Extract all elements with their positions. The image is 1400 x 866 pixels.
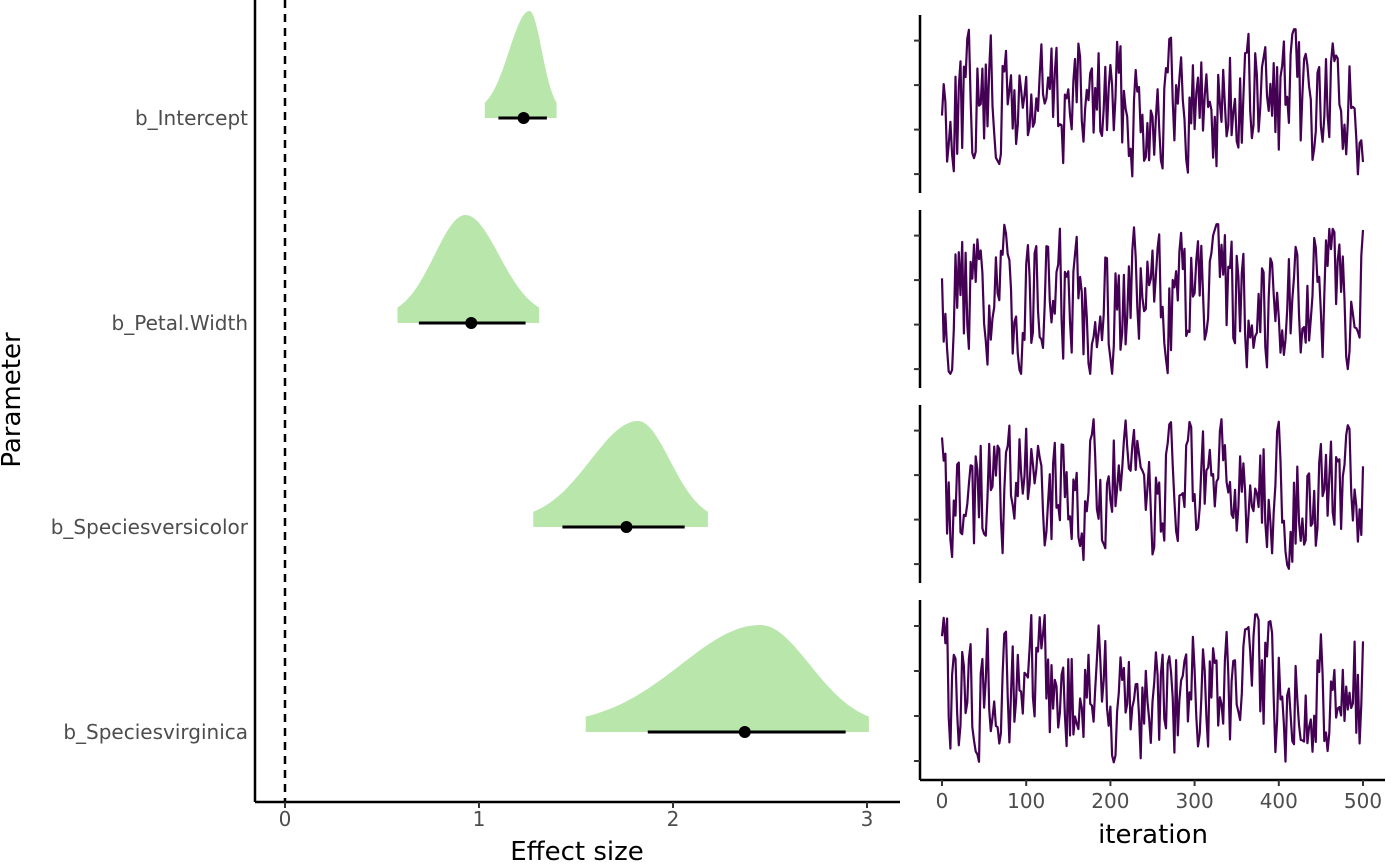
parameter-labels: b_Intercept b_Petal.Width b_Speciesversico… <box>51 106 249 744</box>
parameter-label-1: b_Intercept <box>135 106 248 130</box>
parameter-label-2: b_Petal.Width <box>112 311 248 335</box>
point-estimate-4 <box>738 726 751 738</box>
iteration-tick-400: 400 <box>1260 789 1298 813</box>
effect-size-tick-0: 0 <box>279 807 292 831</box>
density-1 <box>484 11 557 118</box>
trace-facet-4 <box>914 600 1365 780</box>
parameter-label-3: b_Speciesversicolor <box>51 515 249 539</box>
point-estimate-3 <box>620 521 633 533</box>
effect-size-tick-2: 2 <box>667 807 680 831</box>
effect-size-ticks: 0 1 2 3 <box>279 802 874 831</box>
trace-facets <box>914 15 1365 780</box>
parameter-label-4: b_Speciesvirginica <box>63 720 248 744</box>
point-estimate-2 <box>465 317 478 329</box>
densities <box>397 11 869 738</box>
iteration-tick-100: 100 <box>1007 789 1045 813</box>
trace-facet-2 <box>914 210 1365 388</box>
trace-line-1 <box>940 28 1365 178</box>
trace-plot-panel: 0 100 200 300 400 500 iteration <box>914 15 1385 850</box>
iteration-tick-0: 0 <box>936 789 949 813</box>
trace-line-4 <box>940 613 1365 764</box>
trace-line-3 <box>940 418 1365 570</box>
iteration-tick-200: 200 <box>1091 789 1129 813</box>
trace-facet-3 <box>914 405 1365 583</box>
density-4 <box>585 625 869 732</box>
effect-size-tick-1: 1 <box>473 807 486 831</box>
trace-facet-1 <box>914 15 1365 193</box>
iteration-tick-300: 300 <box>1176 789 1214 813</box>
y-axis-title: Parameter <box>0 332 27 468</box>
trace-x-axis-title: iteration <box>1098 820 1208 850</box>
iteration-ticks: 0 100 200 300 400 500 <box>936 780 1382 813</box>
density-3 <box>533 421 708 527</box>
density-2 <box>397 215 540 323</box>
x-axis-title: Effect size <box>510 837 644 866</box>
forest-plot-panel: b_Intercept b_Petal.Width b_Speciesversico… <box>0 0 900 866</box>
iteration-tick-500: 500 <box>1344 789 1382 813</box>
effect-size-tick-3: 3 <box>861 807 874 831</box>
trace-line-2 <box>940 223 1365 375</box>
point-estimate-1 <box>517 112 530 124</box>
